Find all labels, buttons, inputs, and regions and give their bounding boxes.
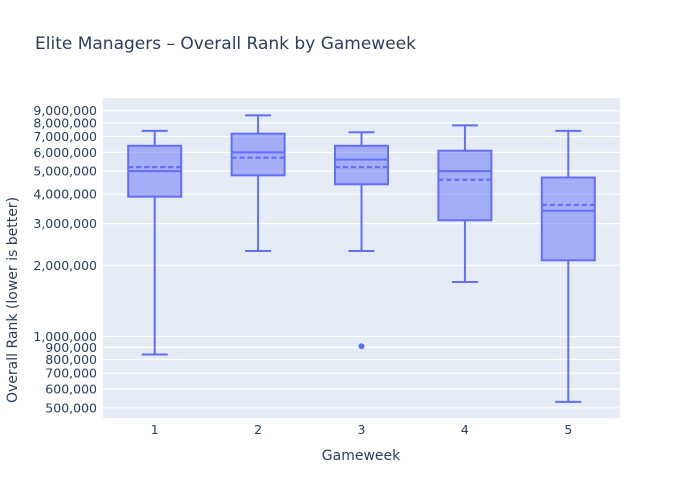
y-tick-label-500000: 500,000 bbox=[45, 400, 97, 415]
box-group-gw2 bbox=[230, 114, 286, 252]
x-tick-label-gw1: 1 bbox=[151, 422, 159, 437]
box-gw4[interactable] bbox=[437, 149, 493, 222]
whiskers-gw1 bbox=[141, 129, 168, 356]
y-tick-label-600000: 600,000 bbox=[45, 382, 97, 397]
x-tick-label-gw2: 2 bbox=[254, 422, 262, 437]
box-group-gw5 bbox=[540, 129, 596, 403]
y-tick-label-7000000: 7,000,000 bbox=[33, 129, 97, 144]
y-tick-label-6000000: 6,000,000 bbox=[33, 145, 97, 160]
y-tick-label-5000000: 5,000,000 bbox=[33, 164, 97, 179]
whiskers-gw4 bbox=[451, 124, 478, 284]
box-group-gw4 bbox=[437, 124, 493, 284]
box-group-gw1 bbox=[127, 129, 183, 356]
box-gw3[interactable] bbox=[334, 144, 389, 186]
y-tick-label-700000: 700,000 bbox=[45, 366, 97, 381]
whiskers-gw3 bbox=[348, 131, 375, 252]
y-tick-label-800000: 800,000 bbox=[45, 352, 97, 367]
chart-title: Elite Managers – Overall Rank by Gamewee… bbox=[35, 34, 416, 54]
box-gw2[interactable] bbox=[230, 132, 286, 177]
x-axis-title: Gameweek bbox=[322, 448, 401, 464]
box-group-gw3 bbox=[334, 131, 389, 350]
box-gw5[interactable] bbox=[540, 176, 596, 262]
outlier-point-gw3[interactable] bbox=[358, 343, 365, 350]
y-tick-label-900000: 900,000 bbox=[45, 340, 97, 355]
y-tick-label-3000000: 3,000,000 bbox=[33, 216, 97, 231]
x-tick-label-gw5: 5 bbox=[564, 422, 572, 437]
whiskers-gw2 bbox=[245, 114, 272, 252]
x-tick-label-gw3: 3 bbox=[358, 422, 366, 437]
x-tick-label-gw4: 4 bbox=[461, 422, 469, 437]
y-tick-label-2000000: 2,000,000 bbox=[33, 258, 97, 273]
whiskers-gw5 bbox=[555, 129, 582, 403]
y-tick-label-4000000: 4,000,000 bbox=[33, 187, 97, 202]
y-axis-title: Overall Rank (lower is better) bbox=[5, 197, 21, 403]
y-tick-label-9000000: 9,000,000 bbox=[33, 103, 97, 118]
y-tick-label-8000000: 8,000,000 bbox=[33, 115, 97, 130]
y-tick-label-1000000: 1,000,000 bbox=[33, 329, 97, 344]
